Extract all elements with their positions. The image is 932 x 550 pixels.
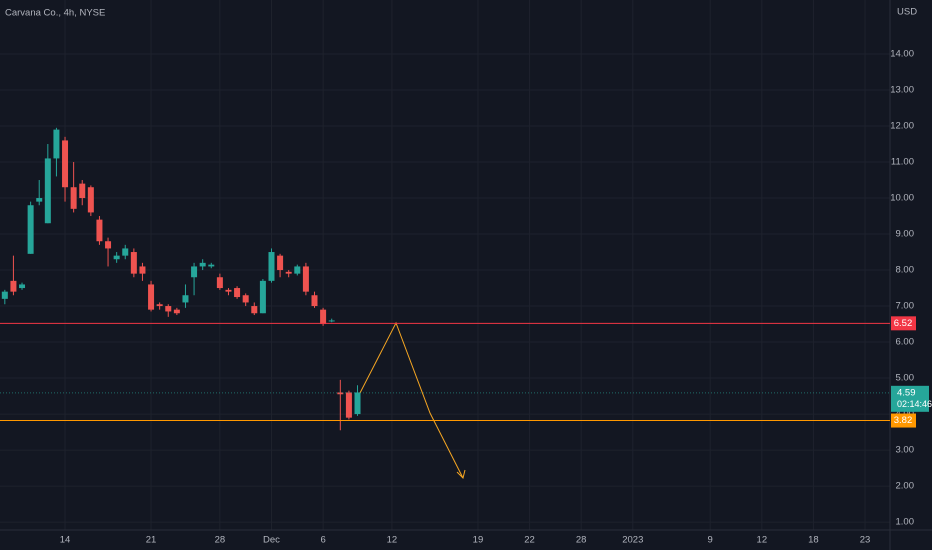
price-label: 6.52 <box>894 318 913 329</box>
y-tick-label: 3.00 <box>896 445 915 456</box>
y-tick-label: 11.00 <box>891 157 914 168</box>
x-tick-label: 28 <box>576 535 587 546</box>
candle-body <box>268 252 275 281</box>
candle-body <box>311 295 318 307</box>
x-tick-label: 28 <box>215 535 226 546</box>
candle-body <box>294 266 301 274</box>
x-tick-label: 21 <box>146 535 157 546</box>
x-tick-label: 6 <box>320 535 325 546</box>
currency: USD <box>897 7 917 18</box>
price-label-box <box>891 413 916 428</box>
candle-body <box>345 392 352 418</box>
candle-body <box>199 262 206 267</box>
x-tick-label: 12 <box>387 535 398 546</box>
candle-body <box>242 295 249 303</box>
x-tick-label: 18 <box>808 535 819 546</box>
candle-body <box>79 183 86 199</box>
price-label-box <box>891 316 916 331</box>
y-tick-label: 5.00 <box>896 373 915 384</box>
x-tick-label: 19 <box>473 535 484 546</box>
y-tick-label: 10.00 <box>890 193 914 204</box>
x-tick-label: 22 <box>524 535 535 546</box>
candle-body <box>87 187 94 213</box>
candle-body <box>337 392 344 395</box>
candle-body <box>234 288 241 298</box>
candle-body <box>225 289 232 292</box>
x-tick-label: 12 <box>757 535 768 546</box>
y-tick-label: 8.00 <box>896 265 915 276</box>
candle-body <box>148 284 155 310</box>
chart-title: Carvana Co., 4h, NYSE <box>5 8 105 19</box>
candle-body <box>105 241 112 249</box>
candle-body <box>285 271 292 274</box>
drawing-path <box>359 321 464 479</box>
candle-body <box>216 277 223 289</box>
candle-body <box>113 255 120 260</box>
candle-body <box>27 205 34 254</box>
candle-body <box>259 280 266 314</box>
candle-body <box>251 306 258 314</box>
y-tick-label: 9.00 <box>896 229 915 240</box>
candle-body <box>354 392 361 415</box>
last-price-label: 4.59 <box>897 387 916 398</box>
candle-body <box>182 295 189 303</box>
last-price-box <box>891 385 929 412</box>
x-tick-label: Dec <box>263 535 280 546</box>
candle-body <box>19 284 26 289</box>
y-tick-label: 2.00 <box>896 481 915 492</box>
candle-body <box>191 266 198 278</box>
countdown: 02:14:46 <box>897 399 932 409</box>
x-tick-label: 2023 <box>622 535 643 546</box>
candle-body <box>1 291 8 299</box>
y-tick-label: 6.00 <box>896 337 915 348</box>
candle-body <box>165 306 172 312</box>
candle-body <box>156 304 163 307</box>
candle-body <box>70 187 77 209</box>
candle-body <box>130 252 137 274</box>
x-tick-label: 23 <box>860 535 871 546</box>
drawing-arrowhead <box>456 469 466 479</box>
y-tick-label: 7.00 <box>896 301 915 312</box>
x-tick-label: 14 <box>60 535 71 546</box>
candle-body <box>122 248 129 256</box>
candle-body <box>10 280 17 292</box>
candle-body <box>320 309 327 325</box>
candle-body <box>328 320 335 322</box>
candle-body <box>53 129 60 159</box>
candle-body <box>277 255 284 271</box>
y-tick-label: 1.00 <box>896 517 915 528</box>
y-tick-label: 14.00 <box>890 49 914 60</box>
candle-body <box>96 219 103 242</box>
x-tick-label: 9 <box>708 535 713 546</box>
candle-body <box>44 158 51 224</box>
y-tick-label: 12.00 <box>890 121 914 132</box>
candle-body <box>139 266 146 274</box>
y-tick-label: 13.00 <box>890 85 914 96</box>
price-label: 3.82 <box>894 415 913 426</box>
candle-body <box>208 264 215 267</box>
candle-body <box>173 309 180 314</box>
candle-body <box>302 266 309 292</box>
candle-body <box>62 140 69 188</box>
candle-body <box>36 198 43 202</box>
